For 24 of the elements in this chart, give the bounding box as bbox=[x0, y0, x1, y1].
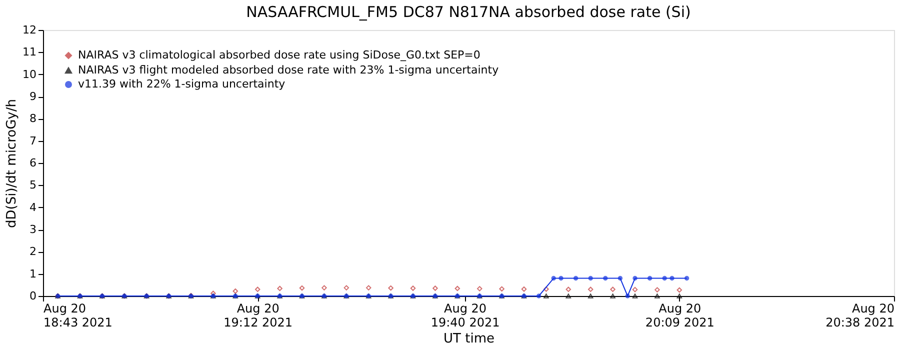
y-tick-label: 2 bbox=[30, 245, 36, 258]
y-tick-label: 12 bbox=[22, 24, 36, 36]
chart-title: NASAAFRCMUL_FM5 DC87 N817NA absorbed dose rate (Si) bbox=[246, 3, 691, 21]
y-tick-label: 6 bbox=[30, 156, 36, 170]
y-tick-label: 5 bbox=[30, 178, 36, 192]
x-tick-label: Aug 20 19:40 2021 bbox=[430, 302, 500, 330]
x-tick-label: Aug 20 19:12 2021 bbox=[224, 302, 293, 330]
y-tick-label: 3 bbox=[30, 223, 36, 236]
y-tick-label: 9 bbox=[30, 90, 36, 103]
y-tick-label: 4 bbox=[30, 200, 36, 214]
x-axis-title: UT time bbox=[444, 332, 494, 346]
y-tick-label: 1 bbox=[30, 267, 36, 280]
legend-label: v11.39 with 22% 1-sigma uncertainty bbox=[78, 78, 286, 90]
y-tick-label: 10 bbox=[22, 68, 36, 81]
y-tick-label: 8 bbox=[30, 112, 36, 126]
y-axis-title: dD(Si)/dt microGy/h bbox=[4, 99, 20, 228]
legend-label: NAIRAS v3 flight modeled absorbed dose rate with 23% 1-sigma uncertainty bbox=[78, 64, 500, 76]
y-tick-label: 11 bbox=[22, 46, 36, 59]
legend-label: NAIRAS v3 climatological absorbed dose rate using SiDose_G0.txt SEP=0 bbox=[78, 48, 480, 62]
x-tick-label: Aug 20 18:43 2021 bbox=[44, 302, 112, 330]
x-tick-label: Aug 20 20:38 2021 bbox=[826, 302, 894, 330]
y-tick-label: 7 bbox=[30, 134, 36, 148]
y-tick-label: 0 bbox=[30, 290, 36, 302]
x-tick-label: Aug 20 20:09 2021 bbox=[645, 302, 714, 330]
